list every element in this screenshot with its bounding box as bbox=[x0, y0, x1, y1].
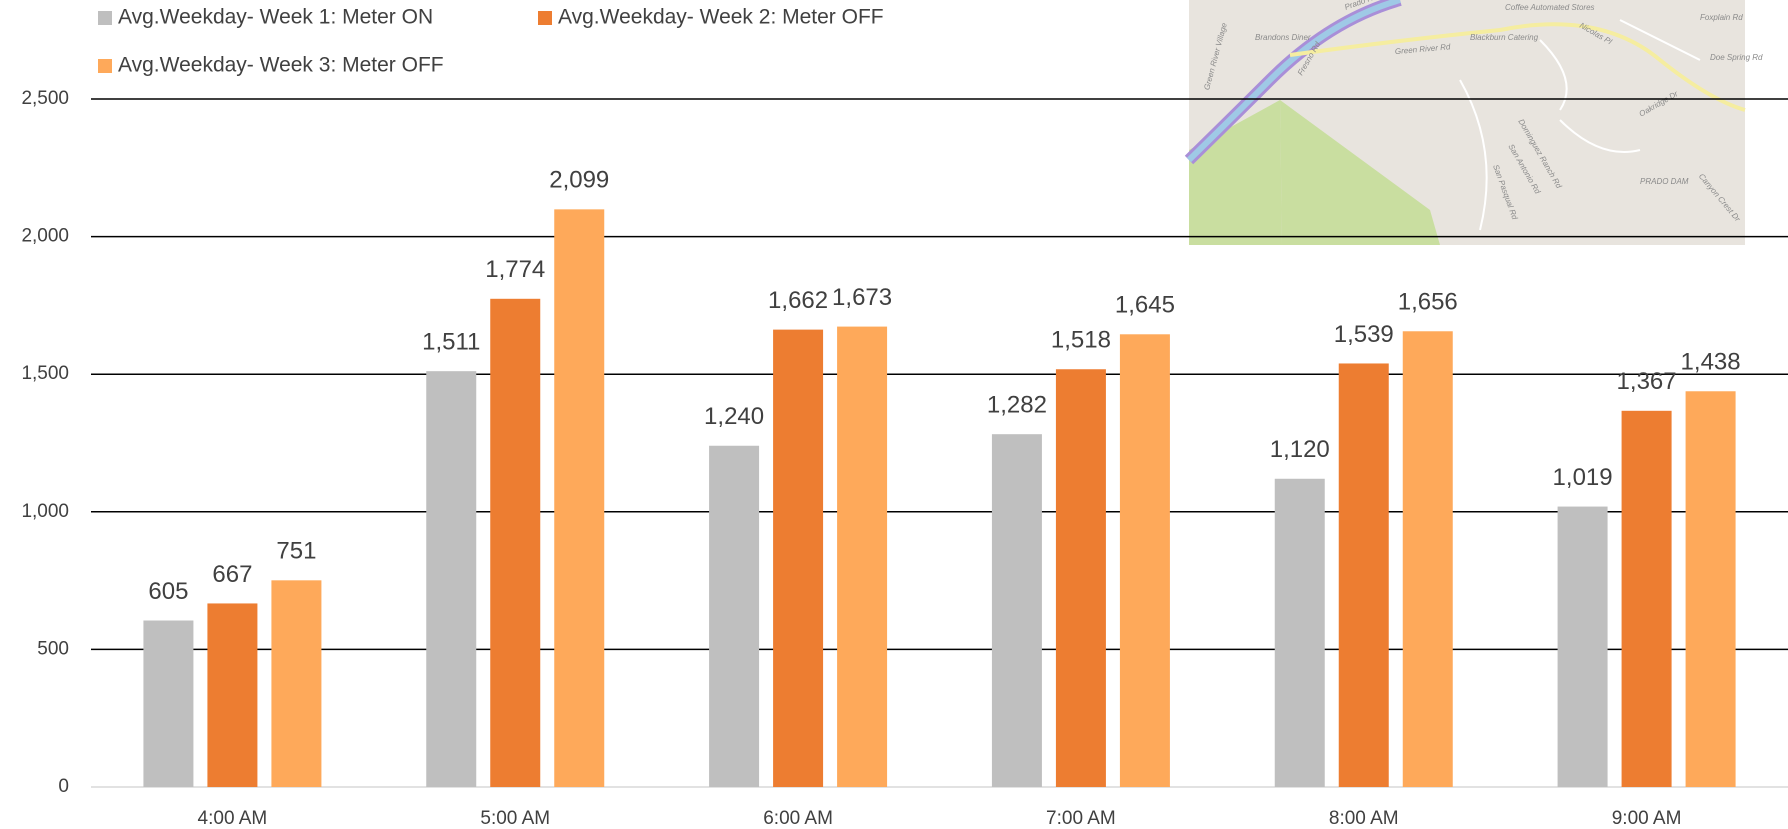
y-tick-label: 0 bbox=[58, 776, 69, 797]
map-label: Foxplain Rd bbox=[1700, 13, 1743, 22]
legend-swatch bbox=[98, 11, 112, 25]
bar bbox=[1622, 411, 1672, 787]
y-tick-label: 1,500 bbox=[21, 363, 69, 384]
bar bbox=[709, 446, 759, 787]
data-label: 1,656 bbox=[1398, 289, 1458, 316]
bar bbox=[1120, 334, 1170, 787]
bar bbox=[1686, 391, 1736, 787]
bar bbox=[992, 434, 1042, 787]
data-label: 1,240 bbox=[704, 403, 764, 430]
legend-label: Avg.Weekday- Week 1: Meter ON bbox=[118, 6, 433, 29]
bar bbox=[1275, 479, 1325, 787]
y-tick-label: 1,000 bbox=[21, 501, 69, 522]
map-label: PRADO DAM bbox=[1640, 177, 1689, 186]
map-label: Blackburn Catering bbox=[1470, 33, 1539, 42]
legend-swatch bbox=[538, 11, 552, 25]
bar bbox=[1056, 369, 1106, 787]
data-label: 2,099 bbox=[549, 167, 609, 194]
map-label: Doe Spring Rd bbox=[1710, 53, 1763, 62]
data-label: 1,438 bbox=[1681, 349, 1741, 376]
bar bbox=[1558, 507, 1608, 787]
map-label: Coffee Automated Stores bbox=[1505, 3, 1595, 12]
bar bbox=[554, 209, 604, 787]
data-label: 1,662 bbox=[768, 287, 828, 314]
bar bbox=[426, 371, 476, 787]
bar bbox=[143, 621, 193, 787]
x-tick-label: 9:00 AM bbox=[1612, 808, 1682, 829]
x-tick-label: 4:00 AM bbox=[198, 808, 268, 829]
bar bbox=[490, 299, 540, 787]
bar bbox=[1339, 363, 1389, 787]
data-label: 1,019 bbox=[1553, 464, 1613, 491]
data-label: 1,774 bbox=[485, 256, 545, 283]
data-label: 1,367 bbox=[1617, 368, 1677, 395]
bar bbox=[1403, 331, 1453, 787]
y-tick-label: 2,500 bbox=[21, 88, 69, 109]
x-tick-label: 5:00 AM bbox=[480, 808, 550, 829]
chart: Prado RdGreen River RdBrandons DinerBlac… bbox=[0, 0, 1788, 829]
legend-label: Avg.Weekday- Week 2: Meter OFF bbox=[558, 6, 884, 29]
y-tick-label: 500 bbox=[37, 638, 69, 659]
map-label: Brandons Diner bbox=[1255, 33, 1311, 42]
data-label: 1,120 bbox=[1270, 436, 1330, 463]
x-tick-label: 7:00 AM bbox=[1046, 808, 1116, 829]
y-tick-label: 2,000 bbox=[21, 226, 69, 247]
data-label: 605 bbox=[148, 578, 188, 605]
data-label: 1,511 bbox=[422, 329, 480, 356]
data-label: 1,645 bbox=[1115, 292, 1175, 319]
bar bbox=[207, 603, 257, 787]
x-tick-label: 8:00 AM bbox=[1329, 808, 1399, 829]
bar bbox=[837, 327, 887, 787]
bar bbox=[773, 330, 823, 787]
data-label: 1,518 bbox=[1051, 327, 1111, 354]
legend-label: Avg.Weekday- Week 3: Meter OFF bbox=[118, 54, 444, 77]
data-label: 1,282 bbox=[987, 392, 1047, 419]
data-label: 1,673 bbox=[832, 284, 892, 311]
data-label: 667 bbox=[212, 561, 252, 588]
bar bbox=[271, 580, 321, 787]
data-label: 1,539 bbox=[1334, 321, 1394, 348]
data-label: 751 bbox=[276, 538, 316, 565]
legend-swatch bbox=[98, 59, 112, 73]
x-tick-label: 6:00 AM bbox=[763, 808, 833, 829]
